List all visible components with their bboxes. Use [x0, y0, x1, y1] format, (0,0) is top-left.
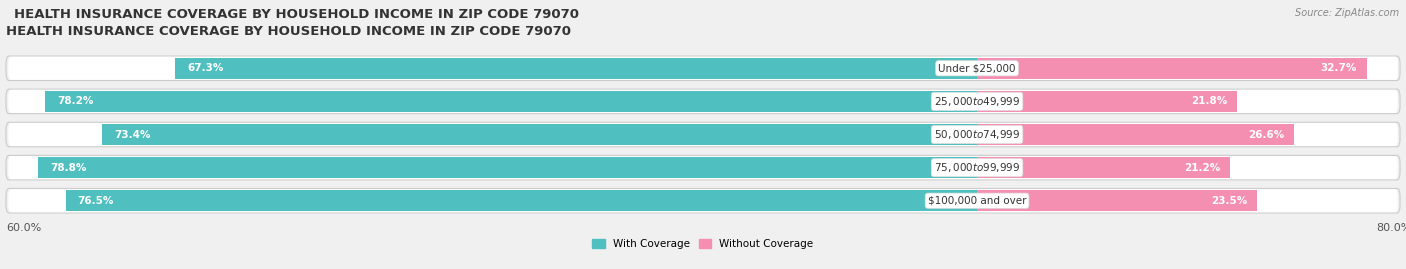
Bar — [45, 91, 977, 112]
FancyBboxPatch shape — [6, 56, 1400, 80]
FancyBboxPatch shape — [6, 189, 1400, 213]
Text: 32.7%: 32.7% — [1320, 63, 1357, 73]
Text: 73.4%: 73.4% — [114, 129, 150, 140]
FancyBboxPatch shape — [8, 123, 1398, 146]
Text: 26.6%: 26.6% — [1249, 129, 1285, 140]
Bar — [977, 190, 1257, 211]
FancyBboxPatch shape — [6, 89, 1400, 114]
FancyBboxPatch shape — [8, 156, 1398, 179]
Text: 21.8%: 21.8% — [1191, 96, 1227, 107]
Legend: With Coverage, Without Coverage: With Coverage, Without Coverage — [588, 235, 818, 253]
Text: HEALTH INSURANCE COVERAGE BY HOUSEHOLD INCOME IN ZIP CODE 79070: HEALTH INSURANCE COVERAGE BY HOUSEHOLD I… — [14, 8, 579, 21]
Bar — [977, 91, 1237, 112]
FancyBboxPatch shape — [8, 90, 1398, 113]
Bar — [176, 58, 977, 79]
FancyBboxPatch shape — [8, 57, 1398, 80]
Text: 76.5%: 76.5% — [77, 196, 114, 206]
Bar — [66, 190, 977, 211]
Bar — [103, 124, 977, 145]
Bar — [977, 58, 1367, 79]
Text: 21.2%: 21.2% — [1184, 162, 1220, 173]
Text: 78.2%: 78.2% — [58, 96, 94, 107]
Text: $100,000 and over: $100,000 and over — [928, 196, 1026, 206]
Bar — [38, 157, 977, 178]
Text: 23.5%: 23.5% — [1212, 196, 1247, 206]
FancyBboxPatch shape — [6, 155, 1400, 180]
Text: HEALTH INSURANCE COVERAGE BY HOUSEHOLD INCOME IN ZIP CODE 79070: HEALTH INSURANCE COVERAGE BY HOUSEHOLD I… — [6, 26, 571, 38]
FancyBboxPatch shape — [6, 122, 1400, 147]
Text: Source: ZipAtlas.com: Source: ZipAtlas.com — [1295, 8, 1399, 18]
Text: 67.3%: 67.3% — [187, 63, 224, 73]
Bar — [977, 124, 1294, 145]
Text: $75,000 to $99,999: $75,000 to $99,999 — [934, 161, 1021, 174]
Text: Under $25,000: Under $25,000 — [938, 63, 1015, 73]
Text: 78.8%: 78.8% — [51, 162, 86, 173]
Text: $50,000 to $74,999: $50,000 to $74,999 — [934, 128, 1021, 141]
Text: $25,000 to $49,999: $25,000 to $49,999 — [934, 95, 1021, 108]
FancyBboxPatch shape — [8, 189, 1398, 212]
Bar — [977, 157, 1230, 178]
